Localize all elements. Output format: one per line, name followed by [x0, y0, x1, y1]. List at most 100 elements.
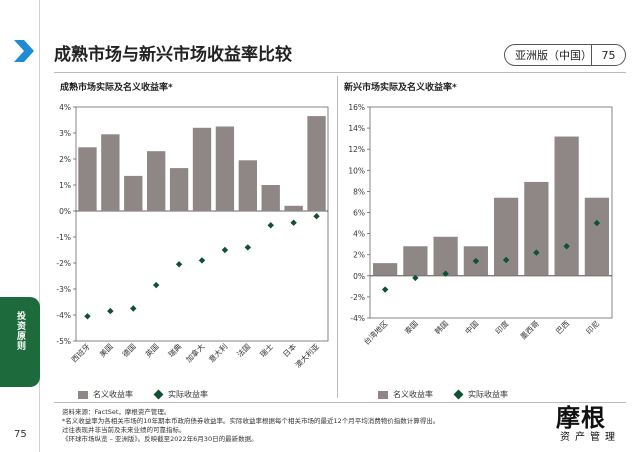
marker-real [175, 261, 183, 268]
edition-label: 亚洲版（中国） [515, 49, 592, 62]
bar-nominal [124, 175, 143, 211]
legend-swatch-real [453, 389, 464, 400]
marker-real [267, 222, 274, 229]
y-tick-label: 2% [353, 251, 365, 260]
x-category-label: 印尼 [584, 319, 601, 336]
legend-swatch-nominal [378, 390, 388, 399]
y-tick-label: 1% [59, 181, 71, 190]
y-tick-label: 2% [59, 155, 71, 164]
logo-main: 摩根 [556, 403, 606, 432]
legend-emerging: 名义收益率 实际收益率 [378, 389, 508, 400]
y-tick-label: -5% [56, 337, 71, 346]
y-tick-label: -4% [56, 311, 71, 320]
logo: 摩根 资产管理 [554, 398, 634, 444]
marker-real [412, 274, 419, 282]
marker-real [563, 243, 570, 250]
edition-divider [591, 44, 592, 66]
y-tick-label: 12% [348, 145, 365, 154]
x-category-label: 墨西哥 [519, 319, 542, 342]
marker-real [472, 257, 480, 265]
y-tick-label: 0% [59, 207, 71, 216]
bar-nominal [192, 127, 212, 211]
y-tick-label: -2% [56, 259, 71, 268]
y-tick-label: -1% [56, 233, 71, 242]
y-tick-label: 10% [348, 166, 365, 175]
bar-nominal [494, 197, 519, 276]
x-category-label: 泰国 [402, 318, 420, 336]
marker-real [107, 307, 114, 315]
marker-real [533, 249, 540, 256]
bar-nominal [261, 185, 280, 211]
bar-nominal [147, 151, 166, 211]
footnote-disclaimer: 过往表现并非当前及未来业绩的可靠指标。 [62, 426, 186, 434]
bar-nominal [169, 168, 189, 211]
legend-developed: 名义收益率 实际收益率 [78, 389, 208, 400]
chart-divider [337, 76, 338, 398]
bar-nominal [524, 181, 549, 276]
marker-real [381, 286, 389, 293]
footnote-source: 资料来源：FactSet，摩根资产管理。 [62, 408, 171, 416]
y-tick-label: 4% [59, 103, 71, 112]
chevron-right-icon [14, 40, 34, 62]
footnote-definition: *名义收益率为各相关市场的10年期本币政府债券收益率。实际收益率根据每个相关市场… [62, 417, 440, 425]
left-rail: 投资原则 75 [0, 0, 40, 452]
marker-real [502, 256, 510, 264]
y-tick-label: 8% [353, 187, 365, 196]
bar-nominal [403, 246, 428, 276]
marker-real [130, 305, 137, 312]
y-tick-label: 3% [59, 129, 71, 138]
bar-nominal [307, 116, 326, 211]
x-category-label: 韩国 [432, 318, 450, 336]
marker-real [290, 219, 297, 226]
marker-real [84, 313, 91, 320]
footnote-date: 《环球市场纵览 – 亚洲版》。反映截至2022年6月30日的最新数据。 [62, 435, 258, 443]
bar-nominal [284, 205, 303, 211]
page-number: 75 [601, 48, 616, 62]
legend-label-nominal: 名义收益率 [93, 390, 133, 399]
y-tick-label: 16% [348, 103, 365, 112]
legend-swatch-real [153, 389, 164, 400]
bar-nominal [215, 126, 235, 211]
y-tick-label: 14% [348, 124, 365, 133]
bar-nominal [238, 160, 257, 211]
y-tick-label: 6% [353, 209, 365, 218]
marker-real [442, 270, 449, 277]
chart-title-emerging: 新兴市场实际及名义收益率* [344, 83, 457, 93]
y-tick-label: -2% [350, 293, 365, 302]
bar-nominal [433, 236, 458, 276]
section-tab-label: 投资原则 [15, 311, 25, 351]
y-tick-label: -3% [56, 285, 71, 294]
plot-frame [75, 106, 329, 342]
marker-real [313, 213, 320, 220]
legend-label-real: 实际收益率 [468, 390, 508, 399]
bar-nominal [101, 134, 120, 211]
section-tab[interactable]: 投资原则 [0, 297, 40, 387]
y-tick-label: 0% [353, 272, 365, 281]
y-tick-label: -4% [350, 314, 365, 323]
x-category-label: 印度 [493, 318, 511, 336]
bar-nominal [554, 136, 579, 276]
bar-nominal [373, 263, 398, 276]
header-rule [54, 72, 626, 73]
marker-real [221, 246, 229, 254]
marker-real [593, 219, 601, 227]
marker-real [244, 244, 252, 251]
bar-nominal [78, 147, 97, 211]
footer-rule [54, 402, 626, 403]
page-number-left: 75 [14, 429, 27, 440]
x-category-label: 中国 [463, 318, 481, 336]
legend-label-real: 实际收益率 [168, 390, 208, 399]
logo-sub: 资产管理 [560, 432, 620, 443]
page-title: 成熟市场与新兴市场收益率比较 [54, 45, 292, 65]
y-tick-label: 4% [353, 230, 365, 239]
edition-badge: 亚洲版（中国） 75 [504, 44, 626, 66]
x-category-label: 巴西 [554, 319, 571, 336]
marker-real [152, 281, 160, 289]
bar-nominal [584, 197, 609, 276]
marker-real [198, 257, 206, 264]
legend-swatch-nominal [78, 390, 88, 399]
chart-title-developed: 成熟市场实际及名义收益率* [60, 83, 173, 93]
legend-label-nominal: 名义收益率 [393, 390, 433, 399]
